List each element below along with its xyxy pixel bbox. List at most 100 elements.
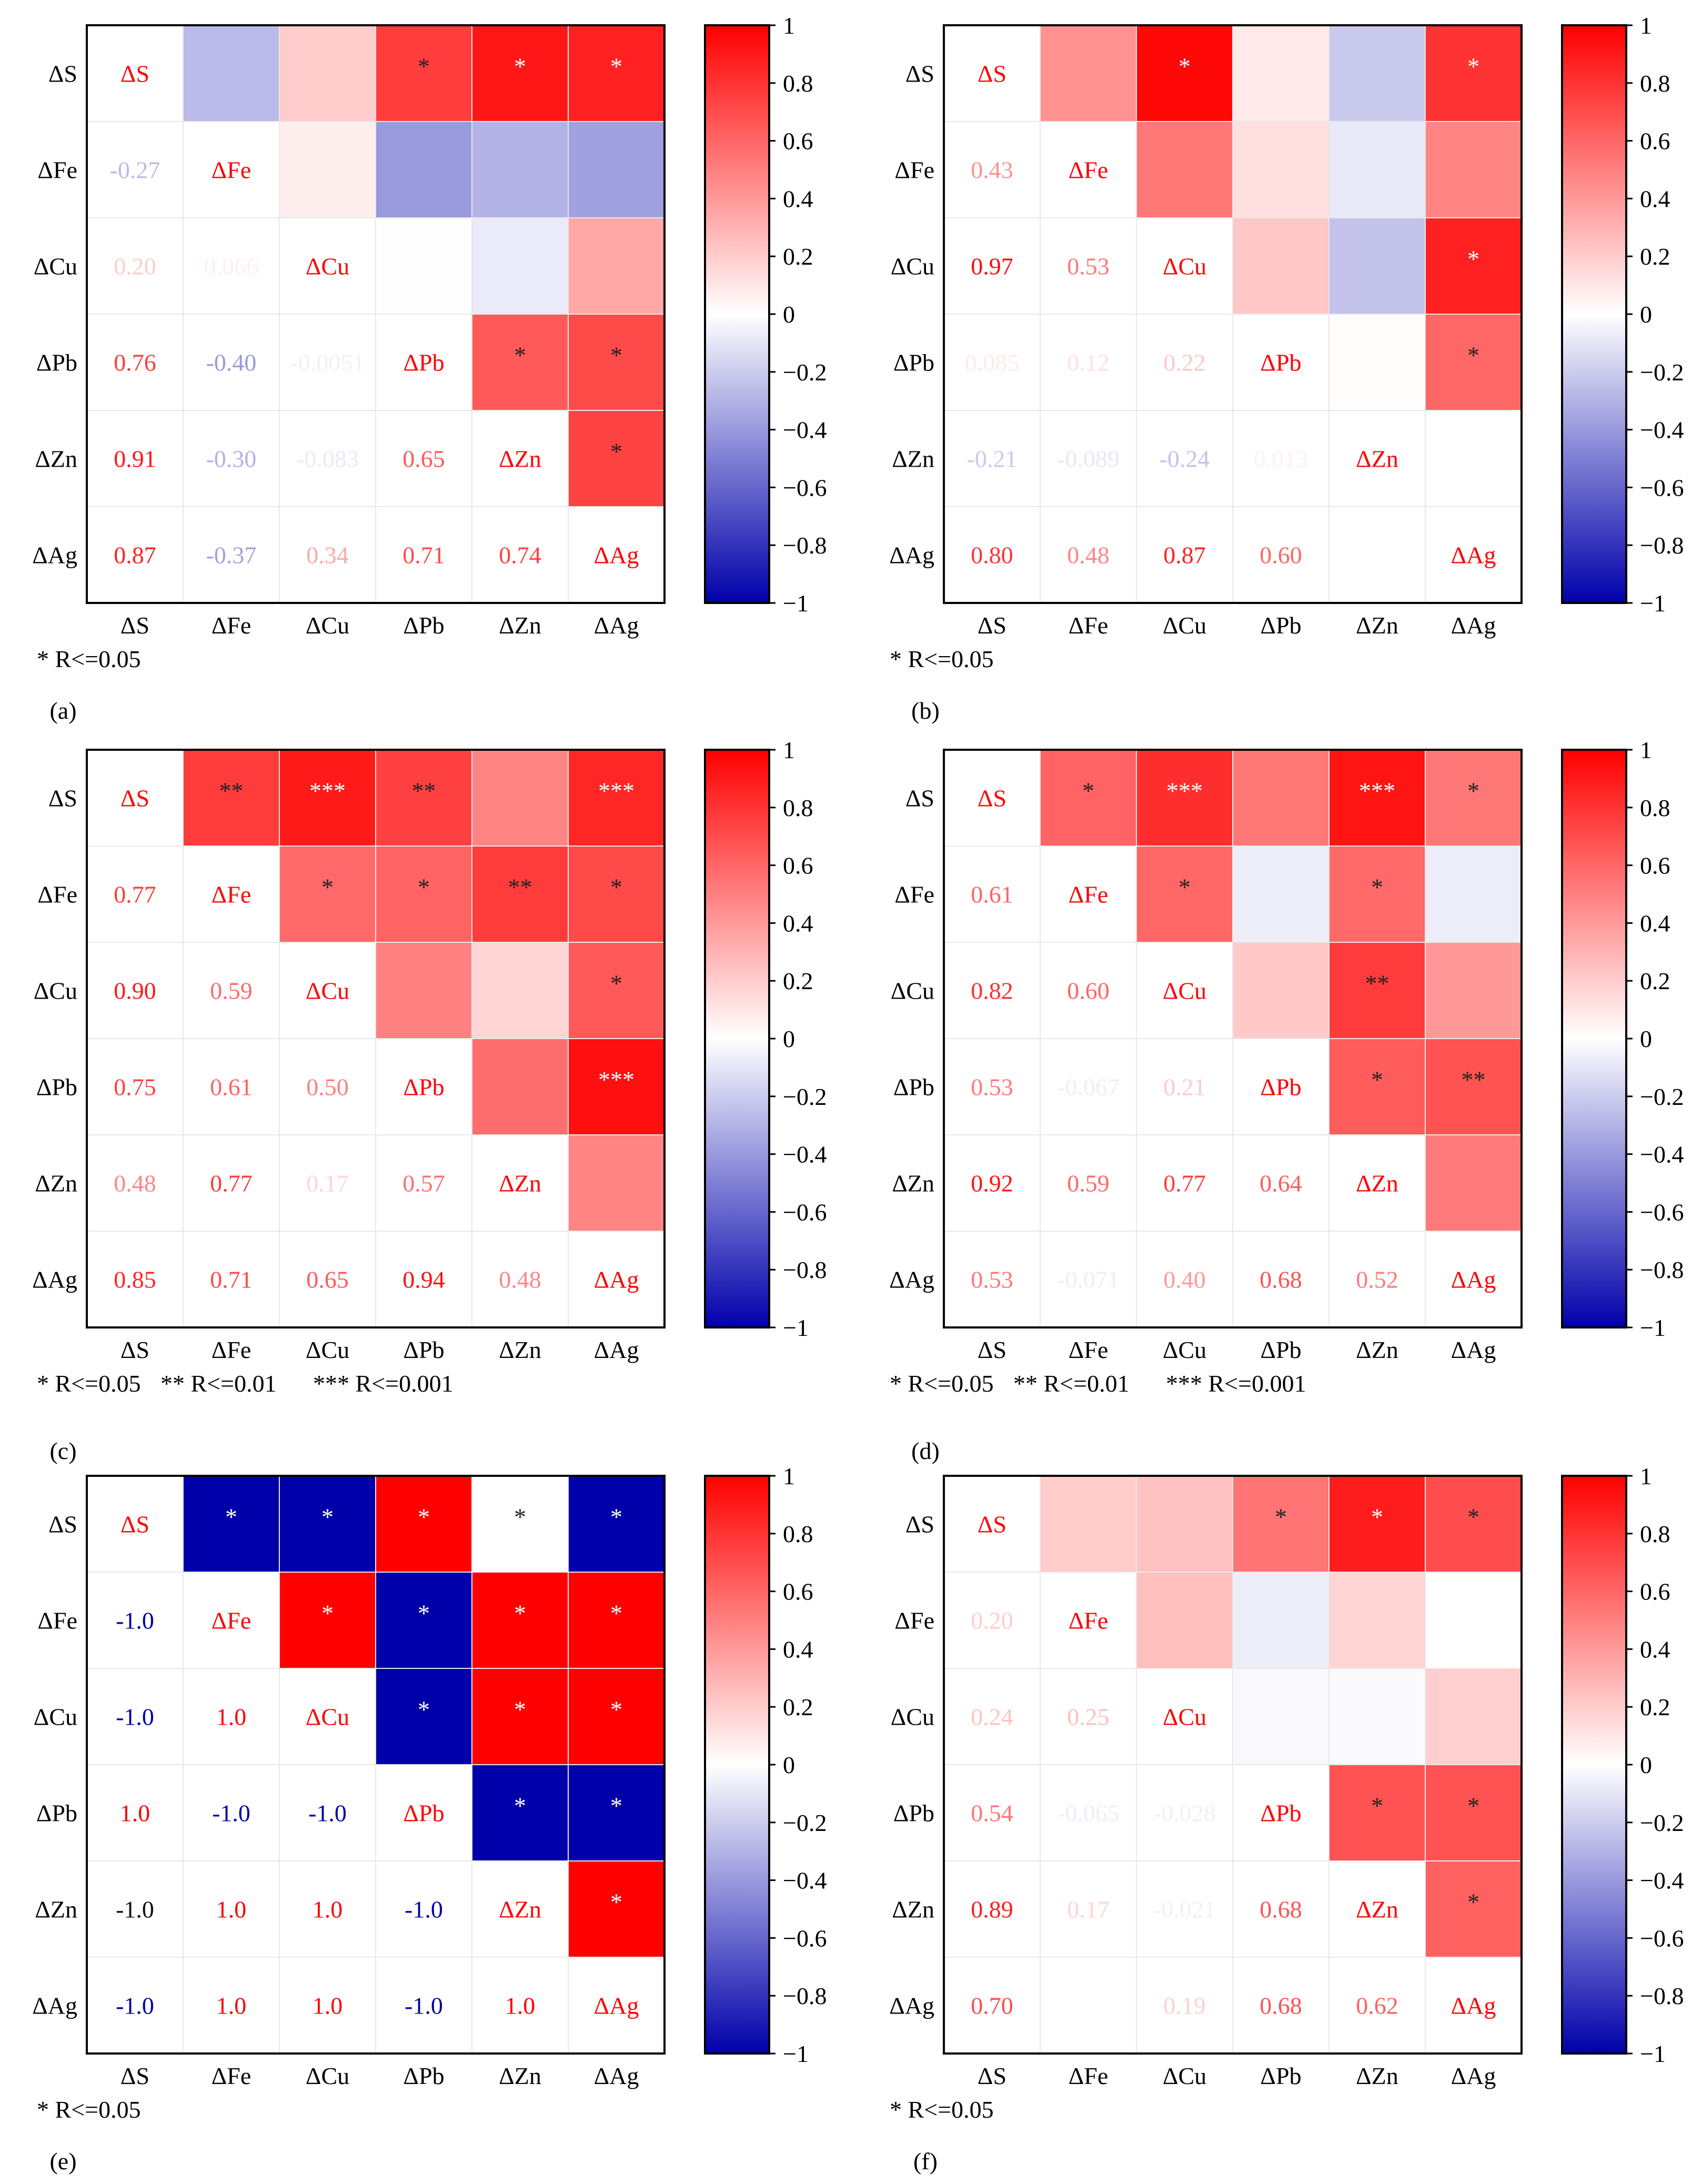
y-tick-label: ΔFe	[894, 1607, 934, 1634]
heatmap-cell	[376, 750, 472, 846]
significance-footnote: * R<=0.05	[37, 1370, 141, 1397]
heatmap-cell	[1425, 1572, 1522, 1668]
y-tick-label: ΔPb	[893, 1800, 934, 1827]
heatmap-frame	[943, 749, 1523, 1328]
correlation-value: -0.24	[1160, 446, 1210, 472]
y-tick-label: ΔZn	[892, 446, 934, 472]
y-tick-label: ΔFe	[894, 881, 934, 908]
heatmap-cell	[1425, 1668, 1522, 1765]
correlation-value: 0.64	[1260, 1170, 1302, 1197]
correlation-value: 0.82	[971, 978, 1013, 1004]
heatmap-cell	[1233, 1572, 1329, 1668]
heatmap-cell	[1329, 846, 1425, 942]
correlation-value: 0.48	[1067, 542, 1110, 569]
colorbar-tick-label: 0	[783, 1025, 795, 1052]
colorbar	[704, 24, 770, 604]
correlation-value: -0.0051	[290, 349, 365, 376]
colorbar-tick-label: −0.2	[783, 1809, 827, 1836]
panel-label: (a)	[49, 697, 76, 724]
y-tick-label: ΔAg	[32, 542, 77, 569]
diagonal-variable-label: ΔCu	[306, 1704, 349, 1730]
colorbar-tick-label: −0.2	[783, 1083, 827, 1110]
colorbar-tick-label: −0.6	[783, 1925, 827, 1951]
heatmap-cell	[472, 1668, 568, 1765]
y-tick-label: ΔAg	[32, 1992, 77, 2019]
diagonal-variable-label: ΔS	[978, 61, 1006, 87]
correlation-value: 0.92	[971, 1170, 1013, 1197]
colorbar-tick-label: 0.4	[783, 910, 813, 937]
heatmap-cell	[376, 122, 472, 218]
heatmap-cell	[1233, 750, 1329, 846]
correlation-value: 0.87	[114, 542, 156, 569]
correlation-value: 0.17	[306, 1170, 349, 1197]
significance-marker: *	[321, 1600, 334, 1627]
correlation-value: -0.028	[1153, 1800, 1216, 1827]
colorbar-tick-label: 1	[783, 737, 795, 763]
heatmap-cell	[472, 218, 568, 314]
correlation-value: 1.0	[216, 1896, 247, 1923]
heatmap-cell	[1425, 218, 1522, 314]
correlation-value: 0.61	[971, 881, 1013, 908]
heatmap-cell	[1425, 410, 1522, 507]
x-tick-label: ΔPb	[403, 1336, 444, 1363]
y-tick-label: ΔFe	[37, 881, 77, 908]
significance-marker: *	[1082, 778, 1094, 804]
colorbar-tick-label: 0.2	[783, 243, 813, 270]
y-tick-label: ΔZn	[892, 1896, 934, 1923]
heatmap-cell	[279, 25, 376, 122]
colorbar-tick-label: 0.4	[783, 1636, 813, 1663]
x-tick-label: ΔFe	[1069, 2062, 1109, 2089]
diagonal-variable-label: ΔCu	[1163, 978, 1206, 1004]
x-tick-label: ΔPb	[1260, 612, 1301, 639]
correlation-value: 0.53	[971, 1074, 1013, 1101]
correlation-value: 0.90	[114, 978, 156, 1004]
diagonal-variable-label: ΔAg	[594, 1992, 639, 2019]
heatmap-cell	[472, 846, 568, 942]
heatmap-cell	[568, 25, 664, 122]
heatmap-cell	[376, 218, 472, 314]
correlation-value: 1.0	[120, 1800, 150, 1827]
diagonal-variable-label: ΔZn	[499, 1896, 541, 1923]
x-tick-label: ΔS	[120, 1336, 149, 1363]
heatmap-cell	[1425, 25, 1522, 122]
diagonal-variable-label: ΔAg	[1451, 1266, 1496, 1293]
colorbar-tick-label: 0.6	[783, 852, 813, 879]
correlation-value: 0.89	[971, 1896, 1013, 1923]
y-tick-label: ΔAg	[889, 542, 934, 569]
heatmap-cell	[568, 314, 664, 410]
significance-marker: *	[418, 1504, 430, 1531]
correlation-value: 0.94	[402, 1266, 445, 1293]
correlation-value: 0.24	[971, 1704, 1013, 1730]
heatmap-cell	[376, 1476, 472, 1572]
heatmap-cell	[472, 314, 568, 410]
colorbar-tick-label: 0.4	[1640, 910, 1670, 937]
heatmap-cell	[1425, 846, 1522, 942]
diagonal-variable-label: ΔPb	[1260, 1074, 1301, 1101]
heatmap-cell	[1233, 942, 1329, 1039]
correlation-value: 0.59	[210, 978, 253, 1004]
heatmap-cell	[1040, 25, 1136, 122]
colorbar-tick-label: 1	[1640, 1463, 1652, 1489]
colorbar-tick-label: 0.4	[1640, 185, 1670, 212]
colorbar-tick-label: −0.8	[783, 1982, 827, 2009]
significance-marker: *	[1371, 1504, 1383, 1531]
x-tick-label: ΔPb	[1260, 1336, 1301, 1363]
significance-marker: *	[514, 53, 526, 80]
y-tick-label: ΔPb	[36, 1800, 77, 1827]
correlation-value: 0.52	[1356, 1266, 1398, 1293]
diagonal-variable-label: ΔS	[120, 785, 149, 812]
correlation-value: 0.80	[971, 542, 1013, 569]
significance-marker: *	[1467, 246, 1479, 273]
significance-marker: *	[514, 342, 526, 369]
heatmap-cell	[1425, 1765, 1522, 1861]
colorbar-tick-label: 0.8	[783, 70, 813, 97]
colorbar-tick-label: −0.4	[1640, 417, 1684, 444]
correlation-value: 0.50	[306, 1074, 349, 1101]
correlation-value: 0.91	[114, 446, 156, 472]
correlation-value: 1.0	[216, 1992, 247, 2019]
colorbar-tick-label: −0.2	[1640, 1083, 1684, 1110]
heatmap-cell	[1329, 314, 1425, 410]
panel-label: (f)	[913, 2148, 938, 2175]
x-tick-label: ΔCu	[306, 612, 349, 639]
correlation-value: 0.70	[971, 1992, 1013, 2019]
